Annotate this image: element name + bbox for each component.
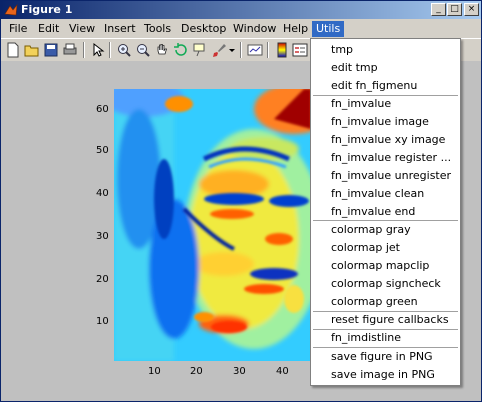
menu-insert[interactable]: Insert: [104, 22, 136, 35]
menu-utils[interactable]: Utils: [312, 21, 345, 37]
brush-icon[interactable]: [211, 42, 227, 58]
menu-edit[interactable]: Edit: [38, 22, 60, 35]
menu-item-tmp[interactable]: tmp: [331, 43, 354, 56]
menu-tools[interactable]: Tools: [144, 22, 172, 35]
y-tick-label: 30: [96, 231, 109, 242]
brush-dropdown-icon[interactable]: [228, 42, 236, 58]
legend-icon[interactable]: [292, 42, 308, 58]
menu-item-fn-imvalue-clean[interactable]: fn_imvalue clean: [331, 187, 425, 200]
menu-item-colormap-jet[interactable]: colormap jet: [331, 241, 400, 254]
menu-item-fn-imvalue-end[interactable]: fn_imvalue end: [331, 205, 416, 218]
menu-separator: [313, 347, 458, 348]
x-tick-label: 20: [190, 366, 203, 377]
toolbar-separator: [267, 42, 269, 58]
menu-window[interactable]: Window: [233, 22, 277, 35]
utils-dropdown-menu: tmp edit tmp edit fn_figmenu fn_imvalue …: [310, 38, 461, 386]
y-tick-label: 50: [96, 145, 109, 156]
menu-item-save-image-png[interactable]: save image in PNG: [331, 368, 435, 381]
y-tick-label: 40: [96, 188, 109, 199]
new-figure-icon[interactable]: [5, 42, 21, 58]
y-tick-label: 10: [96, 316, 109, 327]
menu-item-colormap-mapclip[interactable]: colormap mapclip: [331, 259, 430, 272]
x-tick-label: 40: [276, 366, 289, 377]
menu-item-fn-imvalue-register[interactable]: fn_imvalue register ...: [331, 151, 452, 164]
maximize-button[interactable]: □: [447, 3, 462, 16]
menu-view[interactable]: View: [69, 22, 96, 35]
save-icon[interactable]: [43, 42, 59, 58]
menu-item-fn-imvalue-image[interactable]: fn_imvalue image: [331, 115, 429, 128]
menu-item-edit-fn-figmenu[interactable]: edit fn_figmenu: [331, 79, 418, 92]
print-icon[interactable]: [62, 42, 78, 58]
zoom-in-icon[interactable]: [116, 42, 132, 58]
menu-item-fn-imvalue-unregister[interactable]: fn_imvalue unregister: [331, 169, 452, 182]
menu-separator: [313, 311, 458, 312]
close-button[interactable]: ×: [464, 3, 479, 16]
menu-item-save-figure-png[interactable]: save figure in PNG: [331, 350, 433, 363]
x-tick-label: 30: [233, 366, 246, 377]
y-tick-label: 60: [96, 104, 109, 115]
pan-hand-icon[interactable]: [154, 42, 170, 58]
y-tick-label: 20: [96, 274, 109, 285]
data-cursor-icon[interactable]: [192, 42, 208, 58]
menu-item-colormap-gray[interactable]: colormap gray: [331, 223, 411, 236]
x-tick-label: 10: [148, 366, 161, 377]
link-plot-icon[interactable]: [247, 42, 263, 58]
maximize-icon: □: [450, 4, 459, 14]
colorbar-icon[interactable]: [274, 42, 290, 58]
menu-bar: File Edit View Insert Tools Desktop Wind…: [1, 20, 481, 38]
menu-desktop[interactable]: Desktop: [181, 22, 227, 35]
toolbar-separator: [240, 42, 242, 58]
menu-item-colormap-green[interactable]: colormap green: [331, 295, 418, 308]
zoom-out-icon[interactable]: [135, 42, 151, 58]
menu-item-fn-imdistline[interactable]: fn_imdistline: [331, 331, 402, 344]
menu-item-edit-tmp[interactable]: edit tmp: [331, 61, 378, 74]
menu-separator: [313, 220, 458, 221]
window-title: Figure 1: [21, 3, 73, 16]
title-bar[interactable]: Figure 1 _ □ ×: [1, 1, 481, 19]
menu-separator: [313, 329, 458, 330]
menu-file[interactable]: File: [9, 22, 28, 35]
toolbar-separator: [83, 42, 85, 58]
minimize-button[interactable]: _: [431, 3, 446, 16]
menu-item-fn-imvalue[interactable]: fn_imvalue: [331, 97, 392, 110]
rotate-3d-icon[interactable]: [173, 42, 189, 58]
menu-item-colormap-signcheck[interactable]: colormap signcheck: [331, 277, 441, 290]
open-file-icon[interactable]: [24, 42, 40, 58]
edit-plot-arrow-icon[interactable]: [90, 42, 106, 58]
menu-separator: [313, 95, 458, 96]
image-axes[interactable]: [114, 89, 311, 361]
toolbar-separator: [109, 42, 111, 58]
menu-item-reset-figure-callbacks[interactable]: reset figure callbacks: [331, 313, 449, 326]
menu-item-fn-imvalue-xy-image[interactable]: fn_imvalue xy image: [331, 133, 446, 146]
close-icon: ×: [467, 4, 476, 14]
minimize-icon: _: [436, 4, 441, 14]
matlab-logo-icon: [4, 4, 18, 16]
menu-help[interactable]: Help: [283, 22, 309, 35]
